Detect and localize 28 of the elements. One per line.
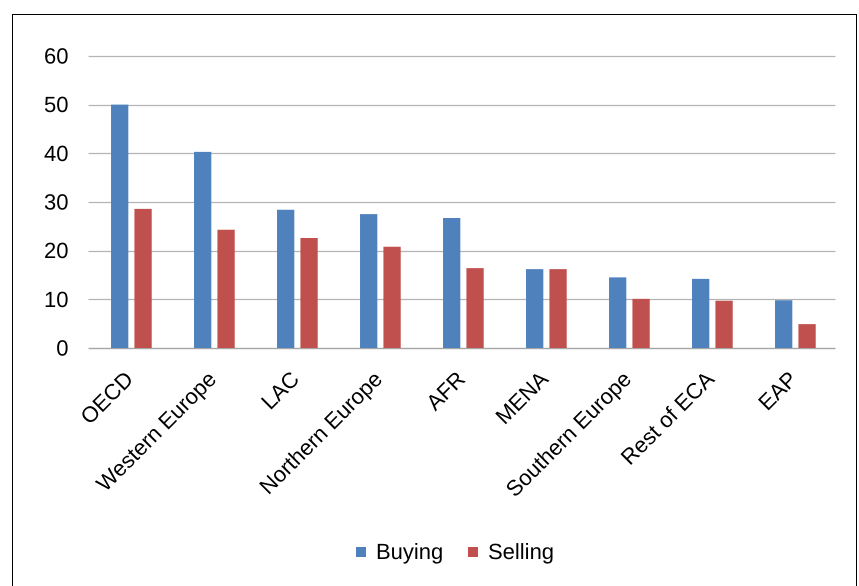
bar xyxy=(443,218,460,348)
bar xyxy=(775,300,792,348)
y-tick-label: 10 xyxy=(44,286,68,312)
bar xyxy=(300,238,318,348)
y-tick-label: 60 xyxy=(44,44,68,68)
bar xyxy=(692,278,710,348)
y-tick-label: 20 xyxy=(44,238,68,264)
bar xyxy=(360,214,378,348)
y-tick-label: 0 xyxy=(56,336,68,360)
bar xyxy=(526,269,544,348)
bar xyxy=(111,104,128,348)
y-tick-label: 30 xyxy=(44,190,68,214)
bar xyxy=(466,268,484,348)
legend-label: Selling xyxy=(488,539,554,564)
bar xyxy=(632,298,650,348)
legend-label: Buying xyxy=(376,539,444,564)
bar xyxy=(134,208,152,348)
bar xyxy=(194,152,212,348)
bar xyxy=(383,246,401,348)
bar xyxy=(715,300,733,348)
x-tick-label: LAC xyxy=(256,366,304,414)
bar xyxy=(609,277,626,348)
bar xyxy=(277,210,294,348)
bar xyxy=(798,324,816,348)
bar xyxy=(549,269,567,348)
bar xyxy=(217,230,235,348)
y-tick-label: 50 xyxy=(44,92,68,118)
y-tick-label: 40 xyxy=(44,140,68,166)
